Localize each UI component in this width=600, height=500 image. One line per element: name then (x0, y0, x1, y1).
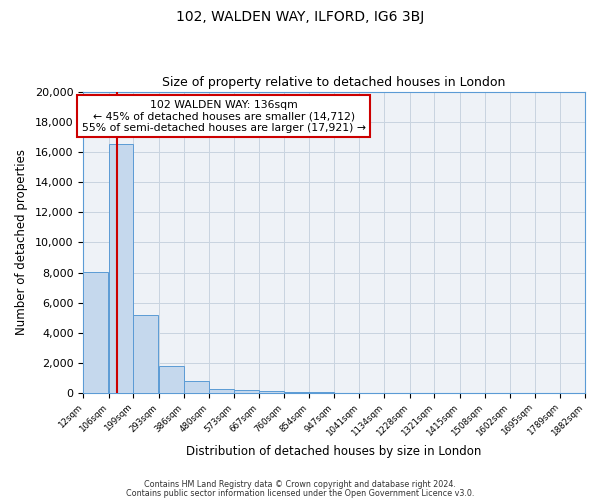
Bar (158, 366, 184, 393)
Text: 102, WALDEN WAY, ILFORD, IG6 3BJ: 102, WALDEN WAY, ILFORD, IG6 3BJ (176, 10, 424, 24)
Bar (83, 272, 108, 393)
Bar (234, 390, 259, 393)
Text: Contains public sector information licensed under the Open Government Licence v3: Contains public sector information licen… (126, 488, 474, 498)
Y-axis label: Number of detached properties: Number of detached properties (15, 150, 28, 336)
Bar (209, 388, 234, 393)
Bar (109, 144, 133, 393)
X-axis label: Distribution of detached houses by size in London: Distribution of detached houses by size … (187, 444, 482, 458)
Text: Contains HM Land Registry data © Crown copyright and database right 2024.: Contains HM Land Registry data © Crown c… (144, 480, 456, 489)
Title: Size of property relative to detached houses in London: Size of property relative to detached ho… (163, 76, 506, 90)
Bar (284, 392, 309, 393)
Bar (259, 391, 284, 393)
Bar (184, 381, 209, 393)
Text: 102 WALDEN WAY: 136sqm
← 45% of detached houses are smaller (14,712)
55% of semi: 102 WALDEN WAY: 136sqm ← 45% of detached… (82, 100, 366, 133)
Bar (133, 314, 158, 393)
